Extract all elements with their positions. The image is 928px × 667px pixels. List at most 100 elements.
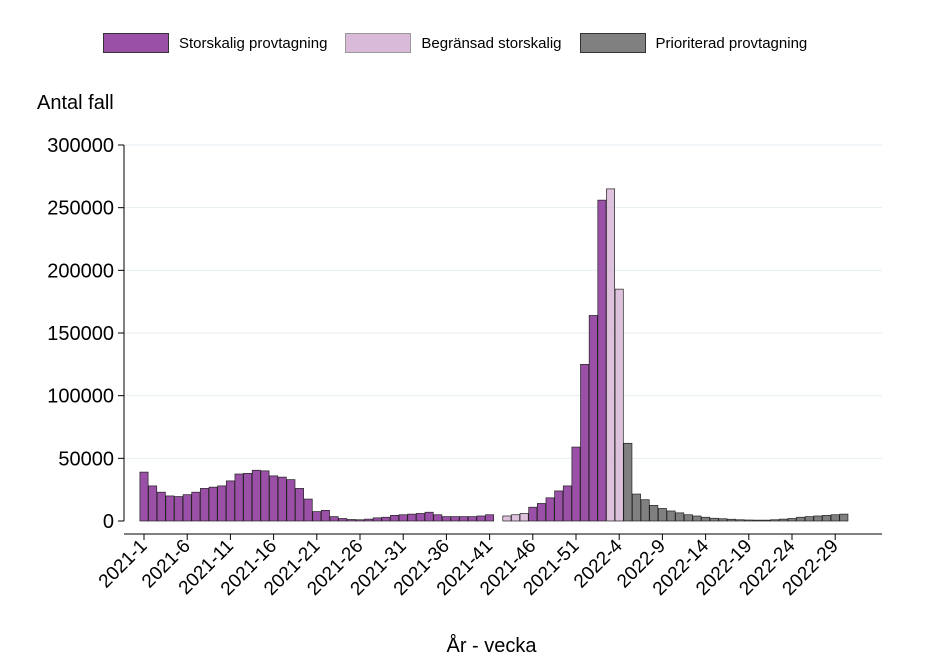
bar: [562, 485, 572, 522]
y-tick-label: 100000: [47, 386, 114, 408]
bar: [796, 516, 806, 522]
bar: [433, 514, 443, 522]
bar: [372, 517, 382, 522]
y-tick-label: 150000: [47, 323, 114, 345]
y-tick-label: 0: [103, 511, 114, 533]
bar: [295, 488, 304, 522]
bar: [511, 514, 520, 522]
legend-item-prioriterad: Prioriterad provtagning: [579, 33, 808, 53]
bar: [675, 512, 685, 522]
bar: [787, 518, 797, 522]
bar: [355, 519, 365, 522]
bar: [459, 516, 469, 522]
bar: [476, 515, 486, 522]
bar: [269, 475, 279, 522]
bar: [148, 485, 158, 522]
legend-swatch-begransad: [345, 33, 412, 53]
bar: [830, 514, 840, 522]
bar: [632, 493, 641, 522]
bar: [761, 519, 771, 522]
bar: [174, 496, 184, 522]
legend-item-begransad: Begränsad storskalig: [345, 33, 562, 53]
bar: [364, 518, 374, 522]
bar: [346, 519, 356, 522]
bar: [683, 514, 693, 522]
bar: [519, 513, 529, 522]
bar: [398, 514, 408, 522]
y-tick-label: 50000: [58, 448, 114, 470]
y-tick-label: 300000: [47, 135, 114, 157]
bar: [441, 516, 451, 522]
bar: [735, 519, 745, 522]
legend-label-prioriterad: Prioriterad provtagning: [655, 34, 808, 52]
bar: [580, 363, 590, 522]
bar: [701, 516, 711, 522]
bar: [424, 511, 434, 522]
bar: [303, 498, 313, 522]
bar: [839, 513, 849, 522]
bar: [139, 471, 149, 522]
bar: [770, 519, 780, 522]
bar: [744, 519, 754, 522]
bar: [614, 288, 624, 522]
legend: Storskalig provtagning Begränsad storska…: [103, 33, 825, 53]
bar: [752, 519, 762, 522]
bar: [502, 515, 512, 522]
bar: [822, 515, 832, 522]
legend-swatch-prioriterad: [579, 33, 646, 53]
bar: [597, 199, 607, 522]
bar: [640, 499, 650, 522]
bar: [467, 516, 477, 522]
bar: [200, 488, 209, 522]
bar: [312, 511, 322, 522]
bar: [251, 469, 261, 522]
bar: [804, 516, 814, 522]
bar: [778, 518, 788, 522]
bar: [381, 516, 391, 522]
y-tick-label: 250000: [47, 198, 114, 220]
bar: [485, 514, 495, 522]
bar: [813, 515, 823, 522]
bar: [277, 476, 287, 522]
bar: [536, 503, 546, 522]
legend-swatch-storskalig: [103, 33, 169, 53]
bar: [260, 470, 270, 522]
y-axis-label: Antal fall: [37, 92, 114, 114]
bar: [320, 509, 330, 522]
legend-label-storskalig: Storskalig provtagning: [179, 34, 328, 52]
bar: [623, 442, 633, 522]
bar: [182, 494, 192, 522]
bar: [407, 513, 417, 522]
bar: [243, 473, 253, 522]
bar: [390, 515, 400, 522]
bar: [338, 518, 348, 522]
legend-item-storskalig: Storskalig provtagning: [103, 33, 327, 53]
bar: [554, 490, 564, 522]
bar: [727, 518, 736, 522]
bar: [329, 516, 339, 522]
bar: [528, 506, 538, 522]
bar: [545, 497, 555, 522]
bar: [718, 518, 728, 522]
bar: [191, 491, 201, 522]
bar: [416, 513, 425, 522]
bar: [217, 485, 227, 522]
bar: [692, 515, 702, 522]
bar: [666, 510, 676, 522]
y-tick-label: 200000: [47, 260, 114, 282]
bar: [450, 516, 460, 522]
bar: [165, 495, 175, 522]
bar: [606, 188, 616, 522]
bar: [208, 486, 218, 522]
bar: [709, 517, 719, 522]
legend-label-begransad: Begränsad storskalig: [421, 34, 562, 52]
bar: [649, 504, 659, 522]
bar: [571, 446, 581, 522]
bar: [156, 491, 166, 522]
bar: [588, 315, 598, 522]
bar: [234, 473, 244, 522]
bar: [225, 480, 235, 522]
x-axis-label: År - vecka: [446, 635, 537, 657]
bar: [286, 479, 296, 522]
